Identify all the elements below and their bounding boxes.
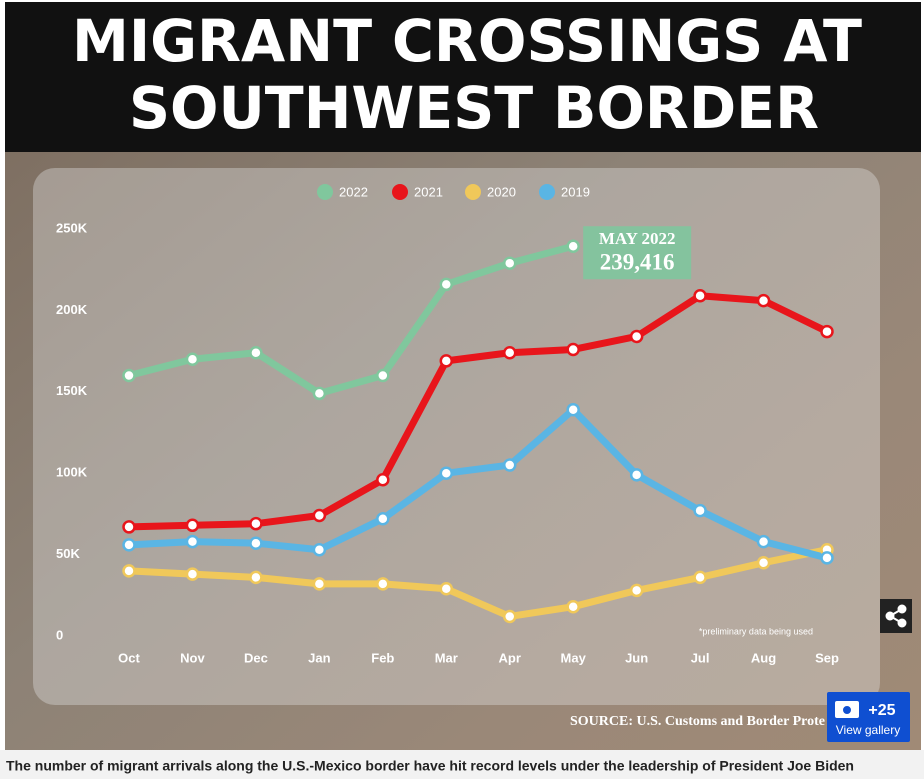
data-point (820, 324, 834, 339)
legend-label: 2019 (561, 184, 590, 199)
data-point (566, 239, 580, 253)
data-point (629, 583, 644, 598)
data-point (312, 508, 327, 523)
data-point (756, 293, 771, 308)
data-point (122, 368, 136, 383)
y-tick-label: 200K (56, 302, 88, 317)
legend-swatch (392, 184, 408, 200)
data-point (376, 577, 390, 591)
y-tick-label: 100K (56, 465, 88, 480)
data-point (629, 468, 644, 482)
data-point (502, 256, 517, 270)
gallery-count: +25 (868, 702, 895, 719)
y-tick-label: 50K (56, 546, 80, 561)
data-point (185, 534, 200, 549)
series-line (125, 546, 831, 620)
data-point (502, 345, 517, 360)
data-point (312, 542, 327, 557)
data-point (376, 472, 390, 487)
x-tick-label: Dec (244, 650, 268, 665)
title-line: MIGRANT CROSSINGS AT (72, 7, 862, 75)
chart-panel (33, 168, 880, 705)
x-tick-label: May (561, 650, 587, 665)
data-point (249, 570, 263, 585)
data-point (185, 567, 200, 581)
legend-label: 2020 (487, 184, 516, 199)
series-line (125, 406, 831, 562)
data-point (566, 342, 580, 357)
share-icon (885, 604, 907, 628)
data-point (439, 466, 454, 480)
data-point (376, 512, 390, 526)
data-point (629, 329, 644, 344)
data-point (185, 352, 200, 366)
y-tick-label: 0 (56, 627, 63, 642)
legend-swatch (465, 184, 481, 200)
data-point (439, 354, 454, 368)
data-point (376, 368, 390, 383)
data-point (566, 599, 580, 614)
x-tick-label: Apr (499, 650, 521, 665)
data-point (502, 458, 517, 472)
x-tick-label: Aug (751, 650, 776, 665)
annotation-box (583, 226, 692, 280)
data-point (756, 534, 771, 549)
gallery-label: View gallery (836, 723, 900, 737)
title-band (5, 2, 921, 152)
plot: 0 50K 100K 150K 200K 250K Oct Nov Dec Jan Feb Mar Ap… (56, 184, 839, 665)
caption: The number of migrant arrivals along the… (6, 758, 854, 774)
data-point (312, 386, 327, 401)
legend-label: 2022 (339, 184, 368, 199)
data-point (693, 570, 707, 585)
title-line: SOUTHWEST BORDER (129, 74, 819, 142)
legend-swatch (317, 184, 333, 200)
x-tick-label: Sep (815, 650, 839, 665)
series-line (125, 292, 831, 531)
data-point (439, 582, 454, 596)
data-point (502, 609, 517, 624)
data-point (820, 551, 834, 565)
legend-label: 2021 (414, 184, 443, 199)
data-point (122, 520, 136, 534)
series-line (125, 242, 577, 397)
data-point (249, 345, 263, 360)
caption-band (0, 750, 924, 779)
x-tick-label: Jun (625, 650, 648, 665)
data-point (439, 277, 454, 292)
x-tick-label: Jul (691, 650, 710, 665)
camera-lens (841, 704, 853, 716)
x-tick-label: Jan (308, 650, 330, 665)
x-tick-label: Oct (118, 650, 140, 665)
data-point (312, 577, 327, 591)
data-point (249, 536, 263, 550)
x-tick-label: Mar (435, 650, 458, 665)
legend-swatch (539, 184, 555, 200)
annotation-title: MAY 2022 (599, 229, 676, 248)
x-tick-label: Feb (371, 650, 394, 665)
data-point (122, 538, 136, 552)
data-point (693, 288, 707, 303)
data-label: 239,416 (600, 250, 675, 275)
data-point (122, 564, 136, 578)
y-tick-label: 150K (56, 383, 88, 398)
note: *preliminary data being used (699, 626, 813, 636)
share-button[interactable] (880, 599, 912, 633)
data-point (185, 518, 200, 533)
data-point (566, 402, 580, 417)
x-tick-label: Nov (180, 650, 205, 665)
data-point (249, 516, 263, 531)
y-tick-label: 250K (56, 220, 88, 235)
data-point (693, 503, 707, 518)
data-point (756, 555, 771, 570)
source: SOURCE: U.S. Customs and Border Prote (570, 714, 825, 729)
